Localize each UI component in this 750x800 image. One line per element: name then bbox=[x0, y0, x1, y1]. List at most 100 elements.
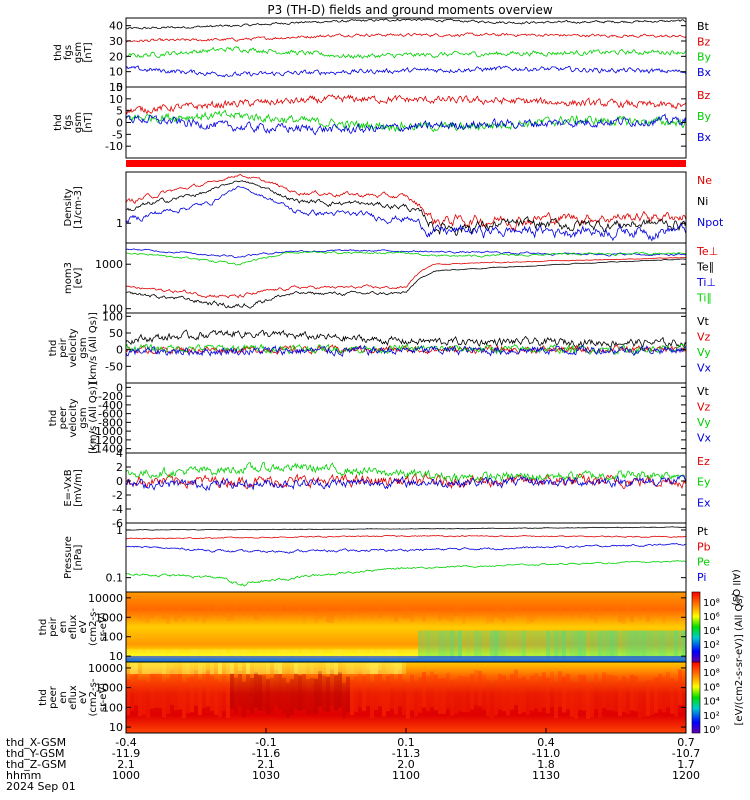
y-axis-label: gsm bbox=[78, 337, 89, 358]
y-tick-label: 0.1 bbox=[106, 572, 124, 585]
legend-label: Ti⊥ bbox=[696, 276, 716, 289]
legend-label: Ey bbox=[697, 476, 711, 489]
legend-label: Vz bbox=[697, 401, 711, 414]
y-axis-label: [nPa] bbox=[73, 544, 84, 570]
density-series-Ni bbox=[125, 180, 687, 236]
panel-fgs-total: 0 10 20 30 40 thd fgs gsm [nT] Bt Bz By Bx bbox=[53, 17, 712, 94]
legend-label: Pb bbox=[697, 540, 711, 553]
y-tick-label: -2 bbox=[112, 489, 123, 502]
legend-label: Vx bbox=[697, 432, 712, 445]
fgs-total-series-Bx bbox=[125, 65, 687, 78]
y-tick-label: 1000 bbox=[95, 611, 123, 624]
y-axis-label: fgs bbox=[63, 115, 74, 130]
ion-velocity-series-Vy bbox=[125, 343, 687, 356]
y-axis-label: peir bbox=[48, 616, 59, 636]
colorbar-tick-label: 10⁶ bbox=[703, 682, 720, 693]
y-axis-label: velocity bbox=[68, 398, 79, 437]
y-axis-label: [km/s (All Qs)] bbox=[88, 382, 99, 454]
y-tick-label: -1200 bbox=[91, 434, 123, 447]
legend-label: Ez bbox=[697, 455, 710, 468]
colorbar-tick-label: 10⁶ bbox=[703, 612, 720, 623]
fgs-total-frame bbox=[125, 17, 687, 88]
y-axis-label: thd bbox=[38, 689, 49, 706]
legend-label: Te⊥ bbox=[696, 245, 718, 258]
legend-label: Vz bbox=[697, 331, 711, 344]
y-tick-label: 0 bbox=[116, 381, 123, 394]
y-tick-label: 10 bbox=[109, 66, 123, 79]
y-axis-label: sr-eV) bbox=[98, 612, 109, 641]
y-tick-label: -1400 bbox=[91, 443, 123, 456]
y-tick-label: -200 bbox=[98, 390, 123, 403]
y-tick-label: 10 bbox=[109, 721, 123, 734]
time-axis-value: 1.7 bbox=[677, 758, 695, 771]
y-axis-label: (cm2-s- bbox=[88, 608, 99, 646]
legend-label: Ne bbox=[697, 174, 712, 187]
y-tick-label: -4 bbox=[112, 503, 123, 516]
y-axis-label: en bbox=[58, 691, 69, 704]
panel-ion-velocity: -50 0 50 100 thd peir velocity gsm [km/s (All Qs… bbox=[48, 310, 712, 383]
y-axis-label: peer bbox=[48, 685, 59, 709]
y-axis-label: [1/cm-3] bbox=[73, 186, 84, 229]
time-axis-value: 1130 bbox=[532, 769, 560, 782]
y-tick-label: 1000 bbox=[95, 682, 123, 695]
legend-label: Ex bbox=[697, 496, 711, 509]
region-bar bbox=[126, 160, 686, 167]
legend-label: Pt bbox=[697, 525, 709, 538]
y-tick-label: 15 bbox=[109, 81, 123, 94]
y-axis-label: [nT] bbox=[83, 112, 94, 132]
time-axis-row-label: thd_Z-GSM bbox=[6, 758, 66, 771]
efield-frame bbox=[125, 452, 687, 524]
electron-velocity-frame bbox=[125, 382, 687, 454]
y-axis-label: Pressure bbox=[63, 536, 74, 579]
legend-label: Bx bbox=[697, 66, 712, 79]
y-axis-label: (cm2-s- bbox=[88, 678, 99, 716]
time-axis-value: 1030 bbox=[252, 769, 280, 782]
time-axis-value: -11.6 bbox=[252, 747, 280, 760]
y-tick-label: -5 bbox=[112, 128, 123, 141]
legend-label: Pe bbox=[697, 556, 710, 569]
legend-label: Vy bbox=[697, 346, 711, 359]
y-axis-label: thd bbox=[48, 410, 59, 427]
panel-density: 1 Density [1/cm-3] Ne Ni Npot bbox=[63, 171, 724, 244]
colorbar-tick-label: 10⁸ bbox=[703, 598, 720, 609]
fgs-components-frame bbox=[125, 86, 687, 159]
density-series-Ne bbox=[125, 173, 687, 233]
time-axis-value: -11.3 bbox=[392, 747, 420, 760]
y-tick-label: 10 bbox=[109, 650, 123, 663]
legend-label: Bz bbox=[697, 35, 711, 48]
legend-label: Ni bbox=[697, 195, 708, 208]
y-tick-label: -1000 bbox=[91, 425, 123, 438]
pressure-series-Pt bbox=[125, 526, 687, 531]
y-tick-label: 1 bbox=[116, 524, 123, 537]
y-tick-label: 10000 bbox=[88, 592, 123, 605]
legend-label: By bbox=[697, 110, 712, 123]
time-axis-row-label: hhmm bbox=[6, 769, 41, 782]
figure-title: P3 (TH-D) fields and ground moments over… bbox=[267, 3, 552, 17]
y-tick-label: 0 bbox=[116, 81, 123, 94]
time-axis-value: -10.7 bbox=[672, 747, 700, 760]
time-axis-value: 0.1 bbox=[397, 736, 415, 749]
y-tick-label: 5 bbox=[116, 105, 123, 118]
y-axis-label: gsm bbox=[78, 407, 89, 428]
temperature-series-Te∥ bbox=[125, 258, 687, 309]
y-tick-label: 100 bbox=[102, 631, 123, 644]
fgs-total-series-Bt bbox=[125, 18, 687, 30]
y-tick-label: 100 bbox=[102, 303, 123, 316]
ion-velocity-series-Vt bbox=[125, 329, 687, 349]
time-axis-value: 2.0 bbox=[397, 758, 415, 771]
y-tick-label: 100 bbox=[102, 310, 123, 323]
y-tick-label: -10 bbox=[105, 140, 123, 153]
y-tick-label: 10 bbox=[109, 93, 123, 106]
y-tick-label: 2 bbox=[116, 461, 123, 474]
y-tick-label: -50 bbox=[105, 360, 123, 373]
time-axis-value: 2.1 bbox=[117, 758, 135, 771]
y-tick-label: 50 bbox=[109, 327, 123, 340]
density-series-Npot bbox=[125, 185, 687, 242]
pressure-series-Pb bbox=[125, 534, 687, 540]
panel-temperature: 100 1000 mom3 [eV] Te⊥ Te∥ Ti⊥ Ti∥ bbox=[63, 242, 718, 316]
y-axis-label: eV bbox=[78, 691, 89, 704]
electron-spectrogram-colorbar bbox=[691, 661, 701, 734]
legend-label: Bz bbox=[697, 89, 711, 102]
